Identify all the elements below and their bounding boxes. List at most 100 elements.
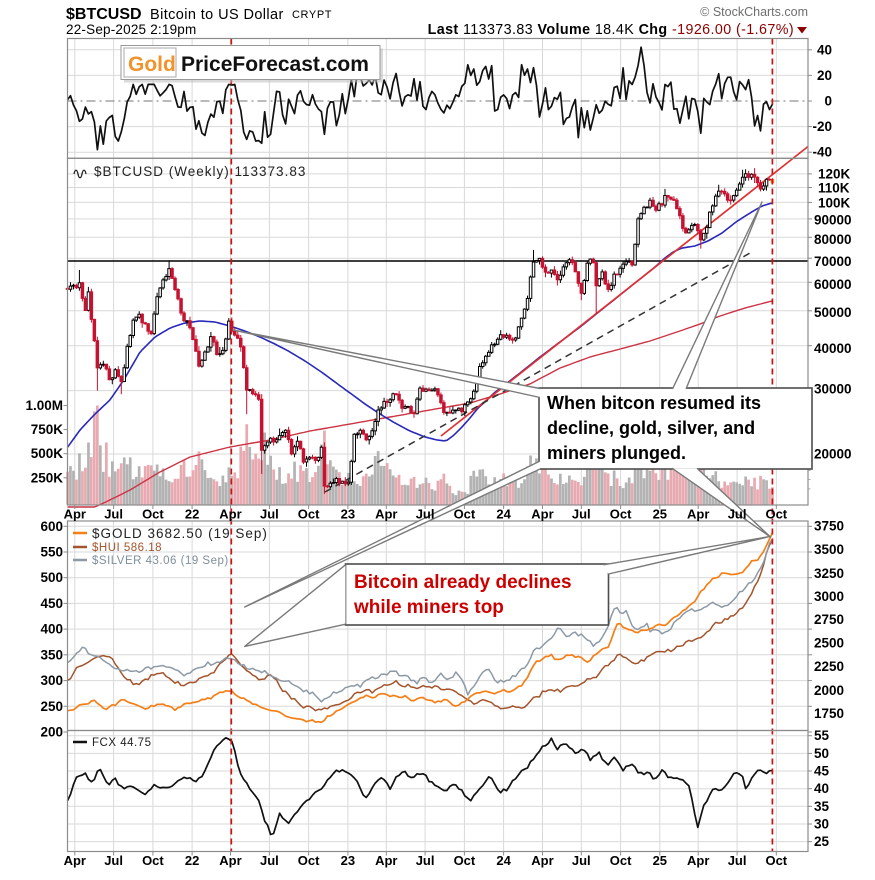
svg-text:30: 30 <box>814 817 829 832</box>
svg-text:miners plunged.: miners plunged. <box>547 443 686 463</box>
svg-text:25: 25 <box>814 834 830 849</box>
svg-text:50: 50 <box>814 746 829 761</box>
svg-text:3000: 3000 <box>814 589 844 604</box>
svg-text:Oct: Oct <box>454 853 476 868</box>
svg-text:Oct: Oct <box>610 507 632 522</box>
svg-text:Oct: Oct <box>142 507 164 522</box>
svg-text:40: 40 <box>814 781 829 796</box>
svg-text:110K: 110K <box>818 181 850 196</box>
svg-text:2750: 2750 <box>814 612 844 627</box>
svg-text:50000: 50000 <box>814 305 852 320</box>
svg-text:Jul: Jul <box>572 507 591 522</box>
svg-text:250K: 250K <box>31 470 64 485</box>
svg-text:750K: 750K <box>31 422 64 437</box>
svg-text:Oct: Oct <box>298 507 320 522</box>
svg-text:Jul: Jul <box>572 853 591 868</box>
svg-text:decline, gold, silver, and: decline, gold, silver, and <box>547 418 755 438</box>
svg-text:$GOLD 3682.50 (19 Sep): $GOLD 3682.50 (19 Sep) <box>92 526 268 541</box>
svg-text:$HUI 586.18: $HUI 586.18 <box>92 542 162 554</box>
svg-text:3500: 3500 <box>814 542 844 557</box>
svg-text:Jul: Jul <box>260 507 279 522</box>
svg-text:60000: 60000 <box>814 277 852 292</box>
svg-text:20000: 20000 <box>814 447 852 462</box>
svg-text:450: 450 <box>40 596 63 611</box>
svg-text:200: 200 <box>40 725 63 740</box>
svg-text:Apr: Apr <box>375 507 397 522</box>
svg-text:70000: 70000 <box>814 254 852 269</box>
svg-text:Jul: Jul <box>728 507 747 522</box>
svg-text:25: 25 <box>653 853 667 868</box>
svg-text:250: 250 <box>40 699 63 714</box>
svg-text:When bitcon resumed its: When bitcon resumed its <box>547 393 761 413</box>
svg-text:Apr: Apr <box>64 507 86 522</box>
svg-text:FCX 44.75: FCX 44.75 <box>92 737 151 749</box>
svg-text:600: 600 <box>40 519 63 534</box>
svg-text:Oct: Oct <box>454 507 476 522</box>
svg-text:3250: 3250 <box>814 566 844 581</box>
svg-text:Last 113373.83 Volume 18.4K Ch: Last 113373.83 Volume 18.4K Chg -1926.00… <box>428 22 794 38</box>
svg-text:500K: 500K <box>31 446 64 461</box>
svg-text:25: 25 <box>653 507 667 522</box>
svg-text:Apr: Apr <box>64 853 86 868</box>
svg-text:-40: -40 <box>812 145 832 160</box>
svg-text:PriceForecast.com: PriceForecast.com <box>181 53 369 76</box>
svg-text:Oct: Oct <box>765 853 787 868</box>
svg-text:24: 24 <box>496 507 511 522</box>
svg-text:300: 300 <box>40 673 63 688</box>
svg-text:120K: 120K <box>818 166 851 181</box>
svg-text:Apr: Apr <box>531 853 553 868</box>
svg-text:45: 45 <box>814 764 830 779</box>
svg-text:Gold: Gold <box>128 53 176 76</box>
svg-text:1750: 1750 <box>814 706 844 721</box>
svg-text:24: 24 <box>496 853 511 868</box>
svg-text:Oct: Oct <box>765 507 787 522</box>
svg-text:Jul: Jul <box>104 853 123 868</box>
svg-text:1.00M: 1.00M <box>25 398 63 413</box>
svg-text:while miners top: while miners top <box>353 597 504 618</box>
svg-text:© StockCharts.com: © StockCharts.com <box>700 5 808 19</box>
svg-text:$BTCUSD (Weekly) 113373.83: $BTCUSD (Weekly) 113373.83 <box>94 164 306 179</box>
svg-text:Bitcoin already declines: Bitcoin already declines <box>354 572 572 593</box>
svg-text:22: 22 <box>185 853 199 868</box>
svg-text:55: 55 <box>814 728 830 743</box>
svg-text:20: 20 <box>817 68 832 83</box>
svg-text:3750: 3750 <box>814 519 844 534</box>
svg-text:Apr: Apr <box>687 507 709 522</box>
svg-text:Jul: Jul <box>260 853 279 868</box>
svg-text:40000: 40000 <box>814 341 852 356</box>
svg-text:$SILVER 43.06 (19 Sep): $SILVER 43.06 (19 Sep) <box>92 555 229 567</box>
svg-text:35: 35 <box>814 799 830 814</box>
svg-text:350: 350 <box>40 647 63 662</box>
svg-text:Oct: Oct <box>142 853 164 868</box>
svg-text:90000: 90000 <box>814 213 852 228</box>
svg-text:0: 0 <box>824 94 832 109</box>
svg-text:22-Sep-2025 2:19pm: 22-Sep-2025 2:19pm <box>66 22 196 37</box>
svg-text:Oct: Oct <box>610 853 632 868</box>
svg-text:2000: 2000 <box>814 683 844 698</box>
svg-text:Jul: Jul <box>728 853 747 868</box>
svg-text:Apr: Apr <box>219 853 241 868</box>
svg-text:CRYPT: CRYPT <box>292 9 332 21</box>
svg-text:Jul: Jul <box>416 853 435 868</box>
svg-text:500: 500 <box>40 570 63 585</box>
svg-text:400: 400 <box>40 622 63 637</box>
svg-text:23: 23 <box>341 507 355 522</box>
svg-text:Apr: Apr <box>531 507 553 522</box>
svg-text:80000: 80000 <box>814 232 852 247</box>
svg-text:Apr: Apr <box>687 853 709 868</box>
svg-text:550: 550 <box>40 545 63 560</box>
svg-text:$BTCUSD: $BTCUSD <box>66 6 142 23</box>
svg-text:23: 23 <box>341 853 355 868</box>
svg-text:Oct: Oct <box>298 853 320 868</box>
svg-text:22: 22 <box>185 507 199 522</box>
svg-text:Jul: Jul <box>104 507 123 522</box>
svg-text:Apr: Apr <box>375 853 397 868</box>
svg-text:40: 40 <box>817 42 832 57</box>
svg-text:Apr: Apr <box>219 507 241 522</box>
svg-text:Bitcoin to US Dollar: Bitcoin to US Dollar <box>150 7 284 23</box>
svg-text:100K: 100K <box>818 195 851 210</box>
svg-text:2500: 2500 <box>814 636 844 651</box>
svg-text:Jul: Jul <box>416 507 435 522</box>
svg-text:-20: -20 <box>812 119 832 134</box>
svg-text:2250: 2250 <box>814 659 844 674</box>
